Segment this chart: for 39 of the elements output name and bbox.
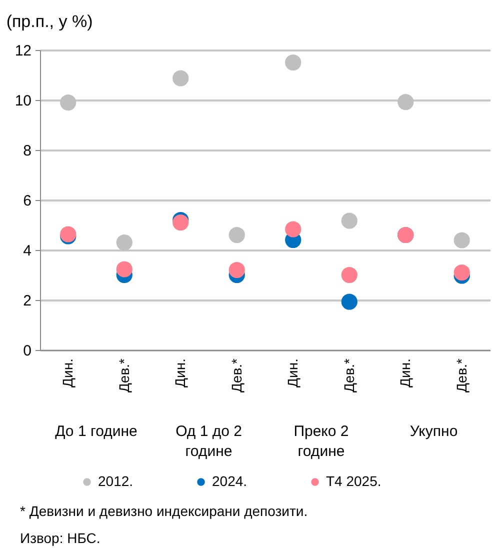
point <box>116 261 132 278</box>
point <box>285 221 302 238</box>
text: Извор: НБС. <box>20 530 100 546</box>
y-tick-label: 6 <box>23 192 32 210</box>
x-tick-label: Дин. <box>172 358 188 388</box>
y-tick-label: 8 <box>23 142 32 160</box>
y-tick-label: 4 <box>23 242 32 260</box>
y-tick-label: 0 <box>23 342 32 360</box>
y-tick-label: 12 <box>14 42 32 60</box>
chart-title: (пр.п., у %) <box>6 12 93 31</box>
x-tick-label: Дин. <box>284 358 301 388</box>
point <box>60 94 76 111</box>
text: * Девизни и девизно индексирани депозити. <box>20 503 308 519</box>
point <box>454 264 470 281</box>
x-tick-label: Дев.* <box>116 358 132 393</box>
point <box>341 212 358 229</box>
point <box>454 232 470 248</box>
point <box>341 294 358 310</box>
text: До 1 године <box>54 422 138 442</box>
x-tick-label: Дев.* <box>453 358 470 393</box>
text: Од 1 до 2 године <box>174 422 243 462</box>
point <box>116 234 132 251</box>
point <box>398 94 414 110</box>
legend-label: Т4 2025. <box>326 473 382 489</box>
y-tick-label: 2 <box>23 292 32 310</box>
x-tick-label: Дев.* <box>228 358 244 393</box>
point <box>228 226 245 244</box>
point <box>172 70 189 86</box>
text: Укупно <box>408 422 459 442</box>
x-tick-label: Дин. <box>397 358 414 388</box>
x-tick-label: Дев.* <box>340 358 357 393</box>
legend-label: 2012. <box>98 473 134 489</box>
point <box>228 262 245 278</box>
legend-label: 2024. <box>212 473 248 489</box>
point <box>285 54 302 71</box>
text: Преко 2 године <box>292 422 350 462</box>
y-tick-label: 10 <box>14 92 32 110</box>
point <box>341 266 358 284</box>
x-tick-label: Дин. <box>60 358 76 388</box>
